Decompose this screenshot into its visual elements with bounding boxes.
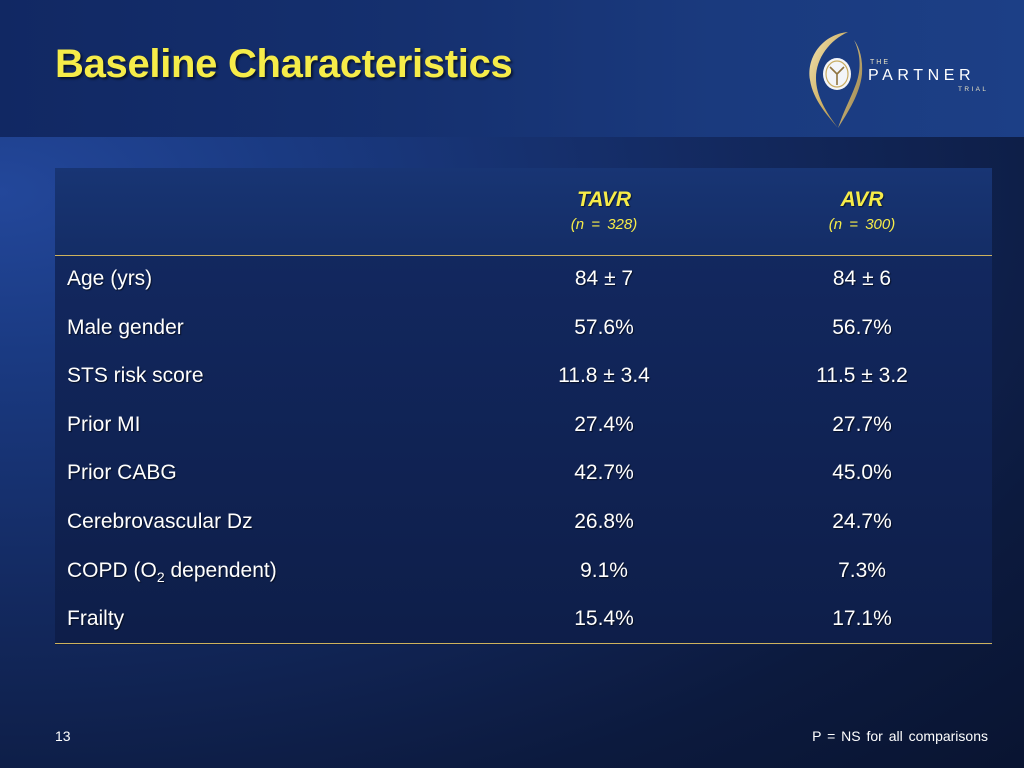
logo-partner-text: PARTNER: [868, 67, 976, 84]
table-header: TAVR (n = 328) AVR (n = 300): [55, 168, 992, 256]
baseline-characteristics-table: TAVR (n = 328) AVR (n = 300) Age (yrs) 8…: [55, 168, 992, 645]
table-row: STS risk score 11.8 ± 3.4 11.5 ± 3.2: [55, 352, 992, 401]
tavr-value: 26.8%: [574, 510, 634, 533]
row-label-subscript: 2: [156, 568, 165, 585]
avr-value: 84 ± 6: [832, 267, 892, 290]
avr-value: 27.7%: [832, 412, 892, 436]
table-row: Cerebrovascular Dz 26.8% 24.7%: [55, 498, 992, 547]
partner-trial-logo: THE PARTNER TRIAL: [804, 28, 1004, 132]
row-label: STS risk score: [67, 364, 204, 388]
avr-value: 17.1%: [832, 607, 892, 631]
row-label: Frailty: [67, 607, 125, 631]
table-bottom-rule: [55, 643, 992, 644]
avr-value: 45.0%: [832, 461, 892, 485]
row-label: Prior CABG: [67, 461, 177, 485]
logo-trial-text: TRIAL: [958, 86, 989, 93]
column-header-avr: AVR (n = 300): [762, 188, 962, 233]
tavr-value: 84 ± 7: [574, 267, 634, 290]
column-header-tavr: TAVR (n = 328): [504, 188, 704, 233]
table-row: COPD (O2 dependent) 9.1% 7.3%: [55, 547, 992, 596]
heart-valve-logo-icon: [809, 32, 863, 128]
footnote: P = NS for all comparisons: [812, 728, 988, 744]
table-row: Age (yrs) 84 ± 7 84 ± 6: [55, 255, 992, 304]
row-label-prefix: COPD (O: [67, 558, 157, 582]
avr-value: 24.7%: [832, 510, 892, 533]
table-row: Male gender 57.6% 56.7%: [55, 304, 992, 353]
avr-value: 56.7%: [832, 315, 892, 339]
tavr-value: 57.6%: [574, 315, 634, 339]
row-label: Cerebrovascular Dz: [67, 510, 253, 533]
table-row: Prior MI 27.4% 27.7%: [55, 401, 992, 450]
row-label: COPD (O2 dependent): [67, 547, 277, 602]
table-row: Frailty 15.4% 17.1%: [55, 595, 992, 644]
row-label: Prior MI: [67, 412, 141, 436]
header-band: [0, 0, 1024, 137]
tavr-value: 11.8 ± 3.4: [558, 364, 650, 388]
slide-title: Baseline Characteristics: [55, 42, 513, 86]
column-sample-size: (n = 300): [828, 216, 896, 233]
logo-the-text: THE: [870, 59, 890, 66]
column-name: AVR: [840, 188, 884, 211]
table-row: Prior CABG 42.7% 45.0%: [55, 449, 992, 498]
tavr-value: 9.1%: [580, 558, 628, 582]
row-label: Age (yrs): [67, 267, 153, 290]
tavr-value: 27.4%: [574, 412, 634, 436]
tavr-value: 42.7%: [574, 461, 634, 485]
row-label-suffix: dependent): [164, 558, 277, 582]
avr-value: 7.3%: [838, 558, 886, 582]
column-sample-size: (n = 328): [570, 216, 638, 233]
tavr-value: 15.4%: [574, 607, 634, 631]
page-number: 13: [55, 728, 71, 744]
row-label: Male gender: [67, 315, 184, 339]
avr-value: 11.5 ± 3.2: [816, 364, 908, 388]
column-name: TAVR: [576, 188, 632, 211]
